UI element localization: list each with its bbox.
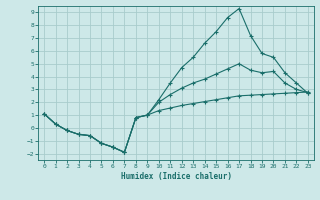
- X-axis label: Humidex (Indice chaleur): Humidex (Indice chaleur): [121, 172, 231, 181]
